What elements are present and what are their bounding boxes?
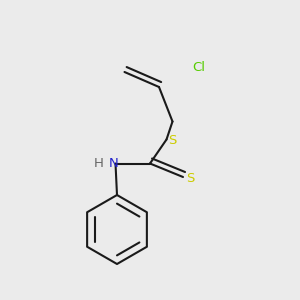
Text: S: S: [186, 172, 194, 185]
Text: N: N: [109, 157, 119, 170]
Text: Cl: Cl: [192, 61, 205, 74]
Text: S: S: [169, 134, 177, 147]
Text: H: H: [94, 157, 104, 170]
